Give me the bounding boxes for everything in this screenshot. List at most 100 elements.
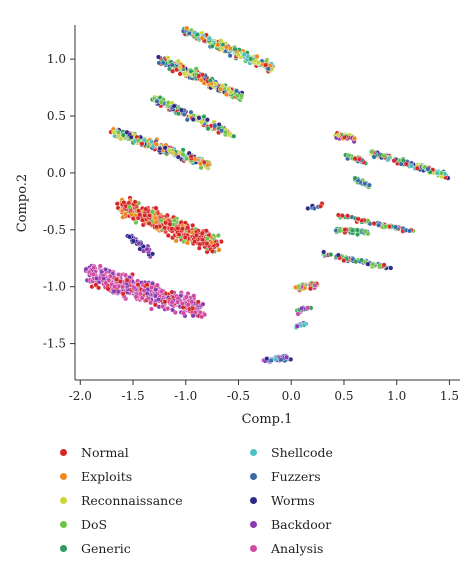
data-point-normal (182, 234, 188, 240)
legend-column-right: Shellcode Fuzzers Worms Backdoor Analysis (250, 440, 333, 560)
data-point-analysis (312, 282, 318, 288)
data-point-exploits (184, 25, 190, 31)
legend-item-backdoor: Backdoor (250, 512, 333, 536)
data-point-generic (355, 227, 361, 233)
data-point-worms (126, 234, 132, 240)
data-point-dos (180, 151, 186, 157)
data-point-exploits (209, 240, 215, 246)
data-point-fuzzers (366, 182, 372, 188)
data-point-fuzzers (184, 117, 190, 123)
data-point-fuzzers (362, 181, 368, 187)
data-point-worms (388, 265, 394, 271)
data-point-normal (153, 205, 159, 211)
data-point-worms (175, 154, 181, 160)
data-point-analysis (131, 285, 137, 291)
data-point-analysis (115, 272, 121, 278)
data-point-analysis (199, 314, 205, 320)
data-point-exploits (293, 284, 299, 290)
data-point-analysis (189, 299, 195, 305)
data-point-normal (142, 212, 148, 218)
data-point-generic (201, 114, 207, 120)
legend-item-shellcode: Shellcode (250, 440, 333, 464)
legend: Normal Exploits Reconnaissance DoS Generic S… (60, 440, 420, 565)
data-point-normal (196, 245, 202, 251)
data-point-exploits (197, 161, 203, 167)
data-point-backdoor (136, 240, 142, 246)
legend-column-left: Normal Exploits Reconnaissance DoS Generic (60, 440, 183, 560)
data-point-analysis (169, 299, 175, 305)
data-point-exploits (254, 54, 260, 60)
data-point-analysis (141, 288, 147, 294)
data-point-normal (188, 153, 194, 159)
legend-item-generic: Generic (60, 536, 183, 560)
data-point-fuzzers (268, 358, 274, 364)
data-point-exploits (217, 86, 223, 92)
data-point-normal (137, 212, 143, 218)
data-point-dos (193, 66, 199, 72)
data-point-generic (350, 227, 356, 233)
data-point-dos (222, 129, 228, 135)
data-point-normal (345, 213, 351, 219)
data-point-backdoor (115, 289, 121, 295)
data-point-normal (169, 289, 175, 295)
data-point-exploits (216, 247, 222, 253)
data-point-normal (179, 226, 185, 232)
y-tick-label: 0.5 (47, 109, 66, 123)
data-point-normal (190, 305, 196, 311)
data-point-analysis (90, 271, 96, 277)
data-point-backdoor (144, 246, 150, 252)
data-point-worms (157, 146, 163, 152)
data-point-analysis (160, 303, 166, 309)
data-point-generic (205, 126, 211, 132)
data-point-backdoor (152, 293, 158, 299)
data-point-analysis (148, 306, 154, 312)
data-point-exploits (189, 229, 195, 235)
data-point-shellcode (206, 36, 212, 42)
data-point-generic (175, 111, 181, 117)
data-point-worms (124, 129, 130, 135)
data-point-worms (162, 145, 168, 151)
data-point-exploits (153, 219, 159, 225)
data-point-normal (177, 71, 183, 77)
data-point-exploits (215, 42, 221, 48)
data-point-normal (114, 276, 120, 282)
data-point-reconnaissance (111, 129, 117, 135)
legend-marker (60, 544, 67, 552)
data-point-normal (132, 199, 138, 205)
x-tick-label: -0.5 (227, 389, 250, 403)
data-point-normal (341, 258, 347, 264)
data-point-worms (321, 249, 327, 255)
y-tick-label: -1.0 (43, 280, 66, 294)
data-point-normal (105, 286, 111, 292)
data-point-normal (135, 282, 141, 288)
data-point-normal (140, 217, 146, 223)
data-point-analysis (112, 284, 118, 290)
data-point-fuzzers (425, 166, 431, 172)
data-point-reconnaissance (228, 89, 234, 95)
data-point-fuzzers (376, 222, 382, 228)
data-point-generic (352, 175, 358, 181)
data-point-generic (194, 32, 200, 38)
x-tick-label: -1.5 (121, 389, 144, 403)
data-point-analysis (154, 282, 160, 288)
data-point-worms (150, 251, 156, 257)
data-point-normal (352, 156, 358, 162)
legend-label: Backdoor (271, 516, 332, 532)
points-layer (83, 25, 451, 365)
data-point-normal (195, 299, 201, 305)
data-point-analysis (180, 310, 186, 316)
data-point-normal (117, 279, 123, 285)
legend-label: Normal (81, 444, 129, 460)
legend-label: DoS (81, 516, 108, 532)
legend-marker (250, 496, 257, 504)
legend-item-normal: Normal (60, 440, 183, 464)
data-point-generic (353, 259, 359, 265)
legend-marker (60, 496, 67, 504)
data-point-analysis (149, 285, 155, 291)
data-point-fuzzers (265, 66, 271, 72)
data-point-normal (318, 203, 324, 209)
data-point-normal (391, 158, 397, 164)
data-point-dos (215, 232, 221, 238)
data-point-fuzzers (169, 62, 175, 68)
data-point-backdoor (294, 323, 300, 329)
